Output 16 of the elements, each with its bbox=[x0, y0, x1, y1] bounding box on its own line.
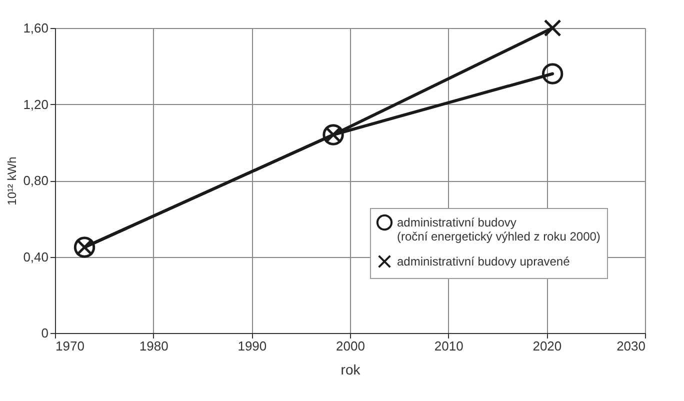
x-tick-label: 1990 bbox=[238, 338, 267, 354]
x-axis-title: rok bbox=[340, 362, 362, 378]
legend-label: administrativní budovy upravené bbox=[397, 254, 570, 268]
y-tick-label: 0,80 bbox=[23, 173, 48, 188]
y-axis-title: 10¹² kWh bbox=[5, 156, 20, 206]
x-tick-label: 2030 bbox=[616, 338, 646, 354]
legend-label: administrativní budovy (roční energetický výhled z roku 2000) bbox=[397, 216, 600, 244]
y-tick-label: 0 bbox=[41, 326, 48, 340]
x-tick-label: 2000 bbox=[336, 338, 365, 354]
x-tick-label: 2020 bbox=[532, 338, 562, 354]
y-tick-label: 0,40 bbox=[23, 249, 48, 264]
x-tick-label: 1980 bbox=[139, 338, 168, 354]
x-tick-label: 1970 bbox=[56, 338, 84, 354]
y-tick-label: 1,60 bbox=[23, 20, 48, 36]
y-tick-label: 1,20 bbox=[23, 96, 48, 112]
x-tick-label: 2010 bbox=[434, 338, 464, 354]
